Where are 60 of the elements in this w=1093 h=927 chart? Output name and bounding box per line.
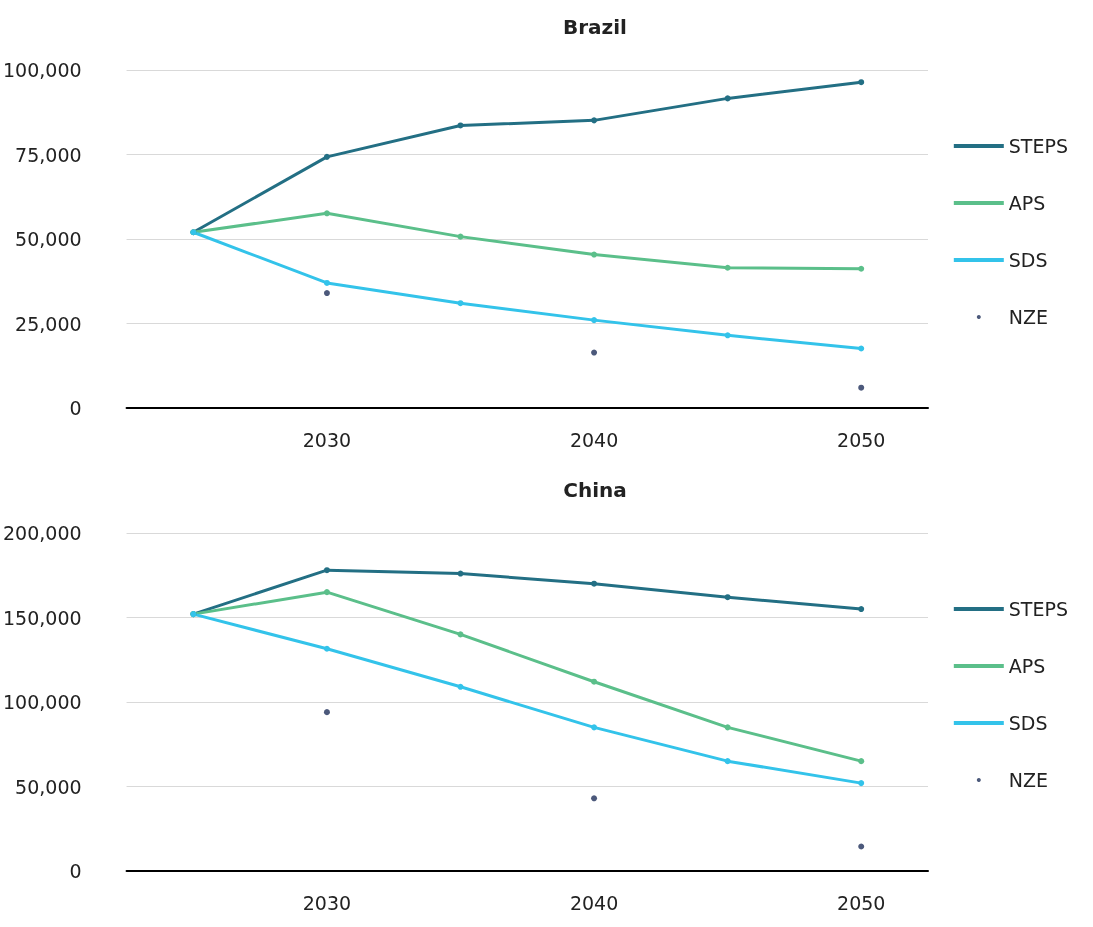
point — [457, 300, 464, 307]
point — [591, 580, 598, 587]
legend-label: STEPS — [1008, 135, 1069, 157]
legend-label: STEPS — [1008, 598, 1069, 620]
point — [323, 645, 330, 652]
y-tick-label: 25,000 — [15, 312, 82, 335]
y-tick-label: 100,000 — [2, 59, 82, 81]
point — [724, 95, 731, 102]
point — [858, 384, 865, 391]
y-tick-label: 0 — [69, 860, 82, 882]
point — [457, 570, 464, 577]
point — [858, 265, 865, 272]
legend-label: APS — [1008, 655, 1046, 677]
point — [323, 589, 330, 596]
point — [858, 606, 865, 613]
y-tick-label: 50,000 — [15, 228, 82, 250]
point — [724, 332, 731, 339]
x-tick-label: 2040 — [569, 428, 619, 451]
point — [858, 758, 865, 765]
y-tick-label: 200,000 — [2, 522, 82, 544]
point — [323, 709, 330, 716]
y-tick-label: 150,000 — [2, 606, 82, 629]
x-tick-label: 2050 — [837, 891, 886, 914]
point — [724, 264, 731, 271]
point — [724, 594, 731, 601]
point — [858, 345, 865, 352]
point — [591, 678, 598, 685]
point — [724, 724, 731, 731]
y-tick-label: 0 — [69, 397, 82, 419]
point — [591, 795, 598, 802]
y-tick-label: 50,000 — [15, 775, 82, 798]
legend-label: APS — [1008, 192, 1046, 214]
point — [323, 290, 330, 297]
point — [323, 567, 330, 574]
point — [323, 279, 330, 286]
point — [858, 79, 865, 86]
point — [323, 210, 330, 217]
point — [323, 153, 330, 160]
x-tick-label: 2050 — [837, 428, 886, 451]
point — [858, 843, 865, 850]
text: NZE — [1008, 769, 1049, 791]
x-tick-label: 2040 — [569, 891, 619, 914]
legend-label: SDS — [1008, 249, 1048, 271]
point — [457, 122, 464, 129]
point — [457, 683, 464, 690]
chart-title: China — [563, 478, 627, 502]
point — [591, 251, 598, 258]
point — [591, 317, 598, 324]
x-tick-label: 2030 — [302, 891, 352, 914]
point — [858, 780, 865, 787]
y-tick-label: 100,000 — [2, 691, 82, 713]
point — [591, 724, 598, 731]
text: NZE — [1008, 306, 1049, 328]
point — [591, 117, 598, 124]
point — [724, 758, 731, 765]
chart-title: Brazil — [563, 15, 627, 39]
legend-label: SDS — [1008, 712, 1048, 734]
point — [591, 349, 598, 356]
x-tick-label: 2030 — [302, 428, 352, 451]
y-tick-label: 75,000 — [15, 143, 82, 166]
